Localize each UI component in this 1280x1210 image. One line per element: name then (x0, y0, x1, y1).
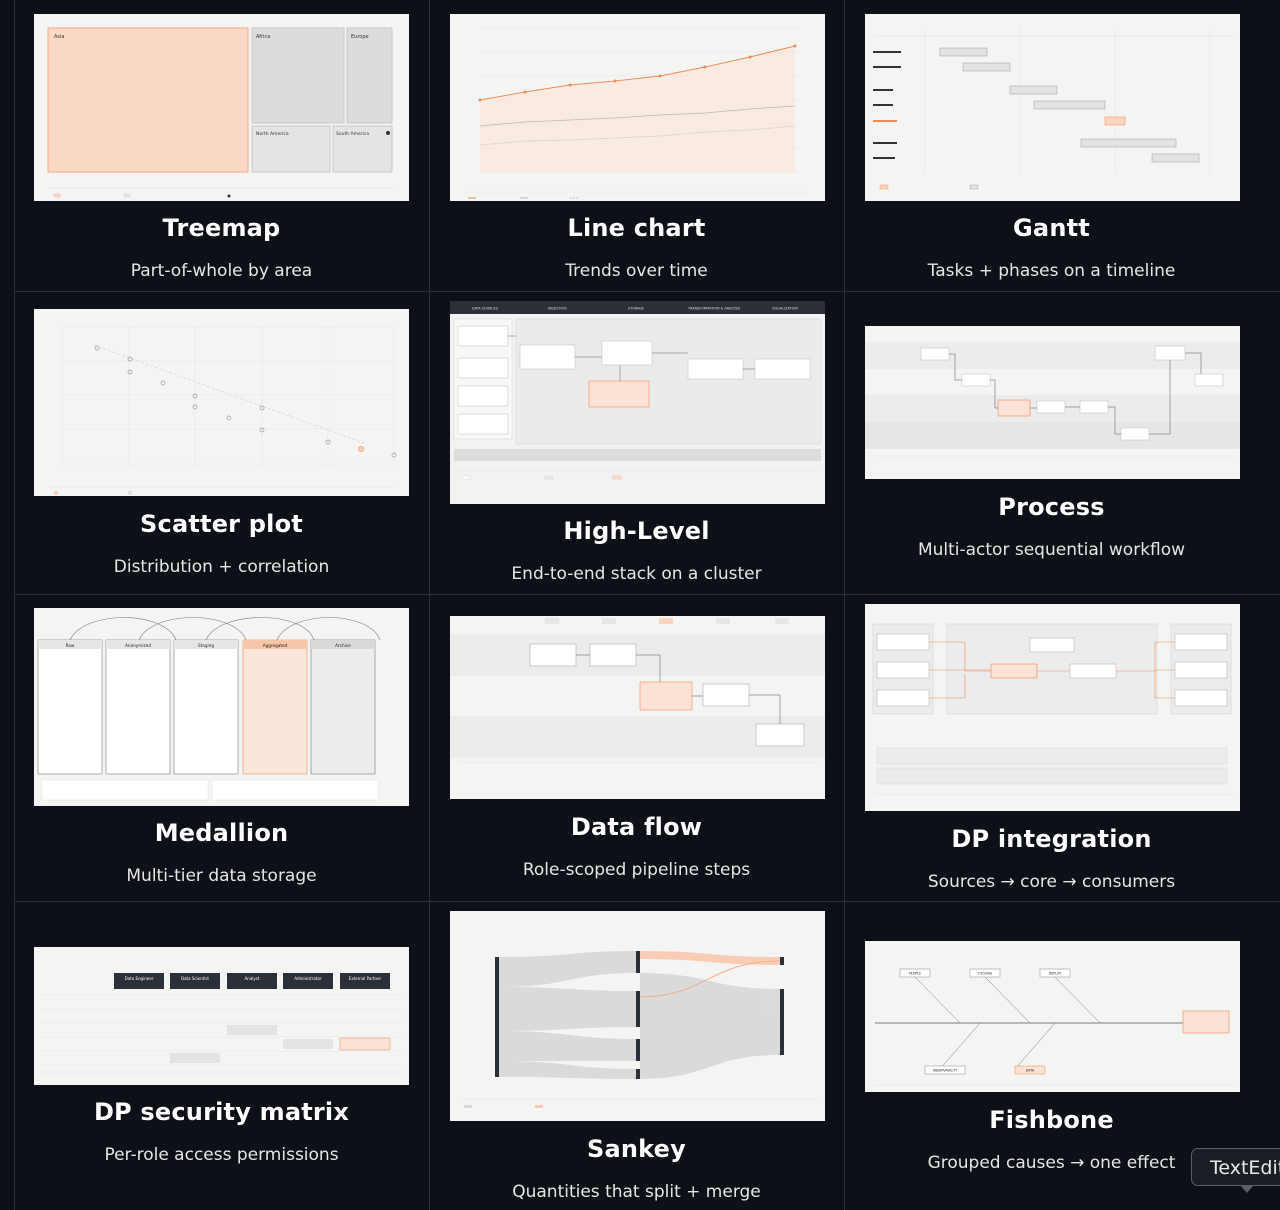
card-subtitle: Per-role access permissions (104, 1145, 339, 1165)
stage-label: DATA SOURCES (472, 307, 498, 311)
fishbone-category: PEOPLE (909, 972, 921, 976)
textedit-tooltip: TextEdit (1191, 1148, 1280, 1186)
card-subtitle: Quantities that split + merge (512, 1182, 761, 1202)
role-label: Analyst (245, 976, 260, 981)
card-title[interactable]: Data flow (570, 813, 703, 841)
card-subtitle: Multi-tier data storage (126, 866, 317, 886)
dp-integration-thumbnail[interactable] (865, 604, 1240, 811)
stage-label: TRANSFORMATION & ANALYSIS (687, 307, 740, 311)
treemap-region-label: Asia (54, 34, 64, 40)
card-subtitle: Trends over time (565, 261, 708, 281)
card-title[interactable]: Gantt (1013, 214, 1090, 242)
card-title[interactable]: Fishbone (989, 1106, 1114, 1134)
treemap-region-label: South America (336, 131, 369, 137)
card-subtitle: Part-of-whole by area (130, 261, 313, 281)
data-flow-thumbnail[interactable] (450, 616, 825, 799)
role-label: Administrator (294, 976, 322, 981)
card-subtitle: End-to-end stack on a cluster (511, 564, 762, 584)
role-label: External Partner (349, 976, 382, 981)
tier-label: Anonymized (125, 643, 151, 648)
card-title[interactable]: Sankey (586, 1135, 686, 1163)
fishbone-category: OBSERVABILITY (933, 1069, 958, 1073)
gantt-thumbnail[interactable] (865, 14, 1240, 201)
grid-divider (844, 0, 845, 1210)
card-subtitle: Multi-actor sequential workflow (917, 540, 1186, 560)
process-thumbnail[interactable] (865, 326, 1240, 479)
line-chart-thumbnail[interactable] (450, 14, 825, 201)
grid-divider (429, 0, 430, 1210)
treemap-region-label: North America (256, 131, 289, 137)
role-label: Data Engineer (125, 976, 154, 981)
card-subtitle: Distribution + correlation (113, 557, 330, 577)
treemap-thumbnail[interactable]: Asia Africa Europe North America South A… (34, 14, 409, 201)
medallion-thumbnail[interactable]: Raw Anonymized Staging Aggregated Archiv… (34, 608, 409, 806)
card-subtitle: Sources → core → consumers (927, 872, 1176, 892)
grid-divider (14, 291, 1280, 292)
card-title[interactable]: DP integration (951, 825, 1152, 853)
dp-security-matrix-thumbnail[interactable]: Data Engineer Data Scientist Analyst Adm… (34, 947, 409, 1085)
grid-divider (14, 901, 1280, 902)
fishbone-category: TOOLING (977, 972, 993, 976)
tier-label: Aggregated (263, 643, 288, 648)
high-level-thumbnail[interactable]: DATA SOURCES INGESTION STORAGE TRANSFORM… (450, 301, 825, 504)
fishbone-category: DATA (1026, 1069, 1035, 1073)
card-title[interactable]: Medallion (154, 819, 289, 847)
role-label: Data Scientist (181, 976, 209, 981)
card-title[interactable]: Process (998, 493, 1105, 521)
card-title[interactable]: Line chart (567, 214, 706, 242)
tier-label: Archive (335, 643, 351, 648)
card-title[interactable]: Treemap (162, 214, 281, 242)
fishbone-thumbnail[interactable]: PEOPLE TOOLING DEPLOY OBSERVABILITY DATA (865, 941, 1240, 1092)
sankey-thumbnail[interactable] (450, 911, 825, 1121)
grid-divider (14, 594, 1280, 595)
tier-label: Staging (198, 643, 214, 648)
card-subtitle: Tasks + phases on a timeline (927, 261, 1176, 281)
tooltip-tail (1240, 1185, 1254, 1193)
card-subtitle: Role-scoped pipeline steps (522, 860, 751, 880)
tier-label: Raw (66, 643, 75, 648)
treemap-region-label: Africa (256, 34, 270, 40)
card-title[interactable]: High-Level (563, 517, 710, 545)
stage-label: INGESTION (548, 307, 567, 311)
stage-label: STORAGE (628, 307, 644, 311)
grid-divider (14, 0, 15, 1210)
treemap-region-label: Europe (351, 34, 369, 40)
card-title[interactable]: DP security matrix (93, 1098, 350, 1126)
card-title[interactable]: Scatter plot (140, 510, 303, 538)
stage-label: VISUALIZATION (772, 307, 798, 311)
fishbone-category: DEPLOY (1049, 972, 1061, 976)
tooltip-text: TextEdit (1210, 1157, 1280, 1179)
card-subtitle: Grouped causes → one effect (927, 1153, 1176, 1173)
scatter-plot-thumbnail[interactable] (34, 309, 409, 496)
